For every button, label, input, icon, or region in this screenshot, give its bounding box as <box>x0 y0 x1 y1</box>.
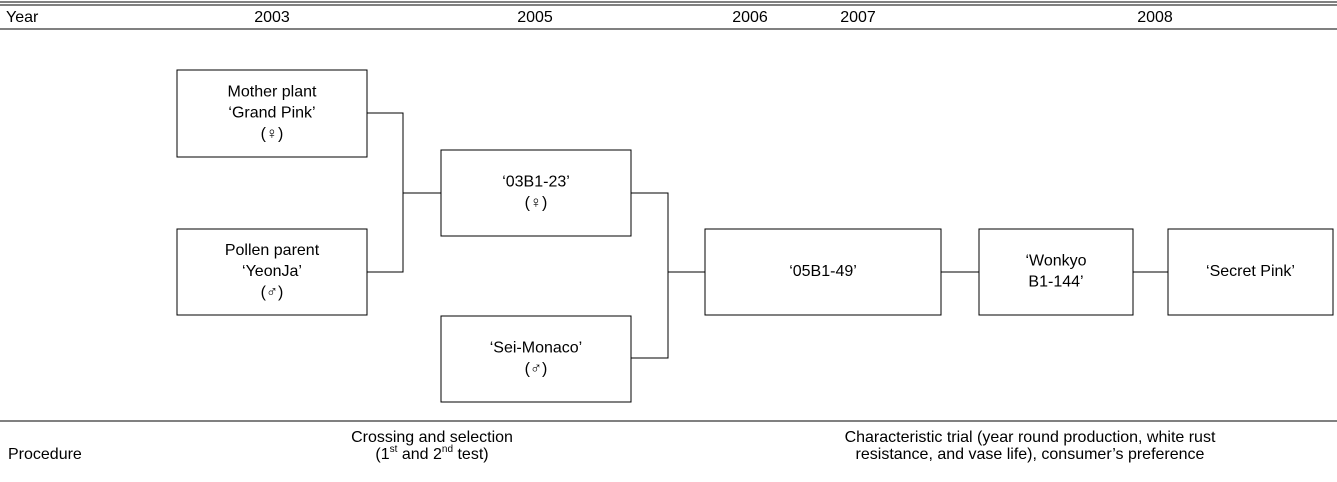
node-label: ‘03B1-23’ <box>502 174 570 191</box>
node-label: (♀) <box>261 126 284 143</box>
year: 2005 <box>517 9 553 26</box>
year: 2003 <box>254 9 290 26</box>
superscript: st <box>390 444 398 455</box>
node-label: B1-144’ <box>1028 274 1083 291</box>
year: 2008 <box>1137 9 1173 26</box>
year: 2006 <box>732 9 768 26</box>
node-box <box>440 315 632 403</box>
node-label: (♀) <box>525 195 548 212</box>
connector <box>631 192 669 359</box>
procedure-text: (1st and 2nd test) <box>375 444 488 464</box>
node-label: (♂) <box>525 361 548 378</box>
node-label: ‘Secret Pink’ <box>1206 263 1295 280</box>
year: 2007 <box>840 9 876 26</box>
procedure-text: resistance, and vase life), consumer’s p… <box>856 446 1205 463</box>
node-label: ‘05B1-49’ <box>789 263 857 280</box>
text: (1 <box>375 446 389 463</box>
procedure-label: Procedure <box>8 446 82 463</box>
node-box <box>1167 228 1334 316</box>
node-label: ‘Grand Pink’ <box>228 105 315 122</box>
procedure-text: Characteristic trial (year round product… <box>845 429 1216 446</box>
node-label: ‘Wonkyo <box>1025 253 1086 270</box>
text: test) <box>453 446 489 463</box>
node-box <box>704 228 942 316</box>
node-label: Pollen parent <box>225 242 320 259</box>
node-label: ‘Sei-Monaco’ <box>490 340 582 357</box>
text: and 2 <box>397 446 442 463</box>
procedure-text: Crossing and selection <box>351 429 513 446</box>
node-label: Mother plant <box>228 84 317 101</box>
node-box <box>176 69 368 158</box>
node-box <box>176 228 368 316</box>
superscript: nd <box>442 444 453 455</box>
node-label: ‘YeonJa’ <box>242 263 302 280</box>
connector <box>367 112 404 273</box>
header-label: Year <box>6 9 39 26</box>
node-box <box>440 149 632 237</box>
node-box <box>978 228 1134 316</box>
node-label: (♂) <box>261 284 284 301</box>
